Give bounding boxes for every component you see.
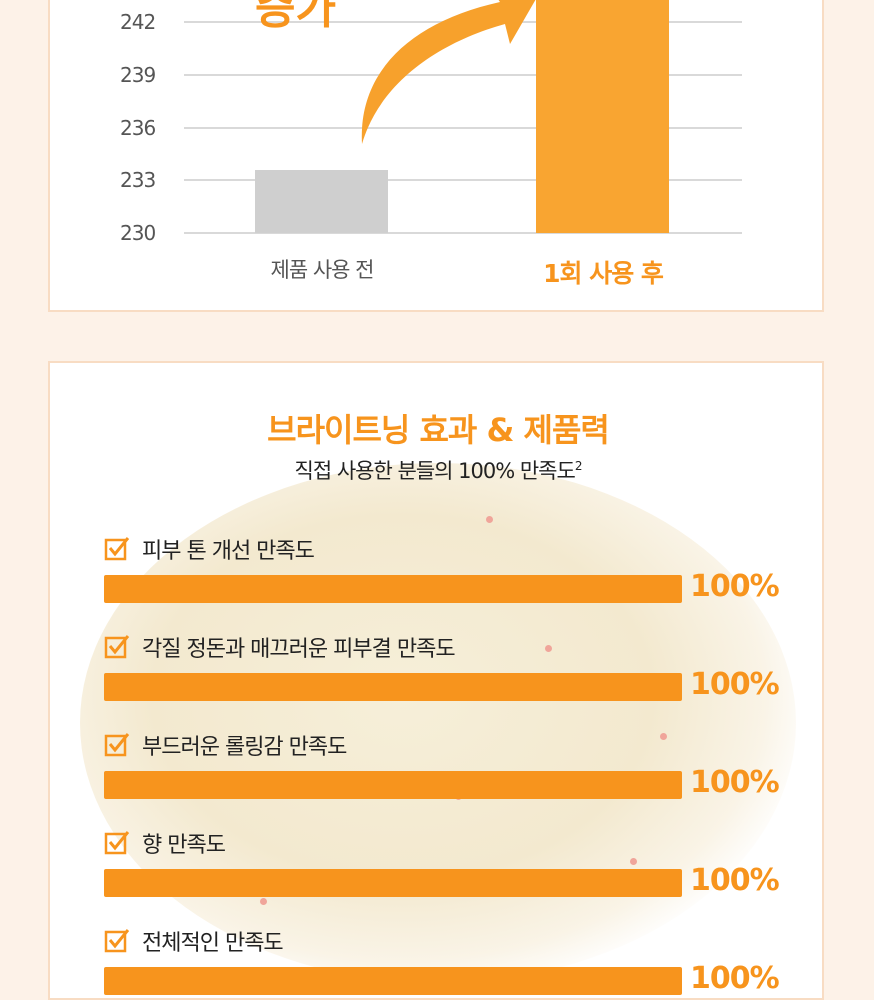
texture-dot [630,858,637,865]
progress-bar [104,869,682,897]
checkbox-checked-icon [104,733,130,757]
progress-bar [104,673,682,701]
item-label: 피부 톤 개선 만족도 [142,539,315,564]
y-tick-label: 242 [120,10,156,34]
checkbox-checked-icon [104,831,130,855]
y-tick-label: 233 [120,168,156,193]
texture-dot [660,733,667,740]
gridline [184,73,742,76]
progress-fill [104,575,682,603]
item-label: 전체적인 만족도 [142,931,284,956]
progress-fill [104,771,682,799]
increase-arrow-icon [361,0,536,144]
item-label: 각질 정돈과 매끄러운 피부결 만족도 [142,637,456,662]
item-percent: 100% [690,765,780,800]
section-subtitle: 직접 사용한 분들의 100% 만족도2 [294,459,583,483]
item-label: 향 만족도 [142,833,226,858]
x-tick-label: 1회 사용 후 [543,259,664,288]
y-tick-label: 236 [120,115,156,140]
satisfaction-item: 전체적인 만족도 100% [104,927,784,997]
item-percent: 100% [690,667,780,702]
progress-bar [104,771,682,799]
checkbox-checked-icon [104,635,130,659]
texture-dot [260,898,267,905]
y-tick-label: 230 [120,221,156,245]
item-label: 부드러운 롤링감 만족도 [142,735,347,760]
bar-0 [255,169,388,233]
checkbox-checked-icon [104,929,130,953]
satisfaction-item: 향 만족도 100% [104,829,784,899]
item-percent: 100% [690,569,780,604]
progress-fill [104,967,682,995]
gridline [184,126,742,129]
chart-card: 230 233 236 239 242 제품 사용 전 1회 사용 후 증가 [48,0,824,312]
footnote-marker: 2 [574,459,583,473]
bar-1 [536,0,669,233]
satisfaction-item: 피부 톤 개선 만족도 100% [104,535,784,605]
section-title: 브라이트닝 효과 & 제품력 [267,411,610,449]
increase-annotation: 증가 [255,0,336,34]
texture-dot [545,645,552,652]
gridline [184,232,742,234]
checkbox-checked-icon [104,537,130,561]
progress-fill [104,673,682,701]
item-percent: 100% [690,961,780,996]
y-tick-label: 239 [120,62,156,87]
texture-dot [486,516,493,523]
satisfaction-item: 부드러운 롤링감 만족도 100% [104,731,784,801]
progress-bar [104,967,682,995]
satisfaction-card: 브라이트닝 효과 & 제품력 직접 사용한 분들의 100% 만족도2 피부 톤… [48,361,824,1000]
progress-fill [104,869,682,897]
progress-bar [104,575,682,603]
item-percent: 100% [690,863,780,898]
satisfaction-item: 각질 정돈과 매끄러운 피부결 만족도 100% [104,633,784,703]
x-tick-label: 제품 사용 전 [270,258,375,282]
gridline [184,179,742,182]
